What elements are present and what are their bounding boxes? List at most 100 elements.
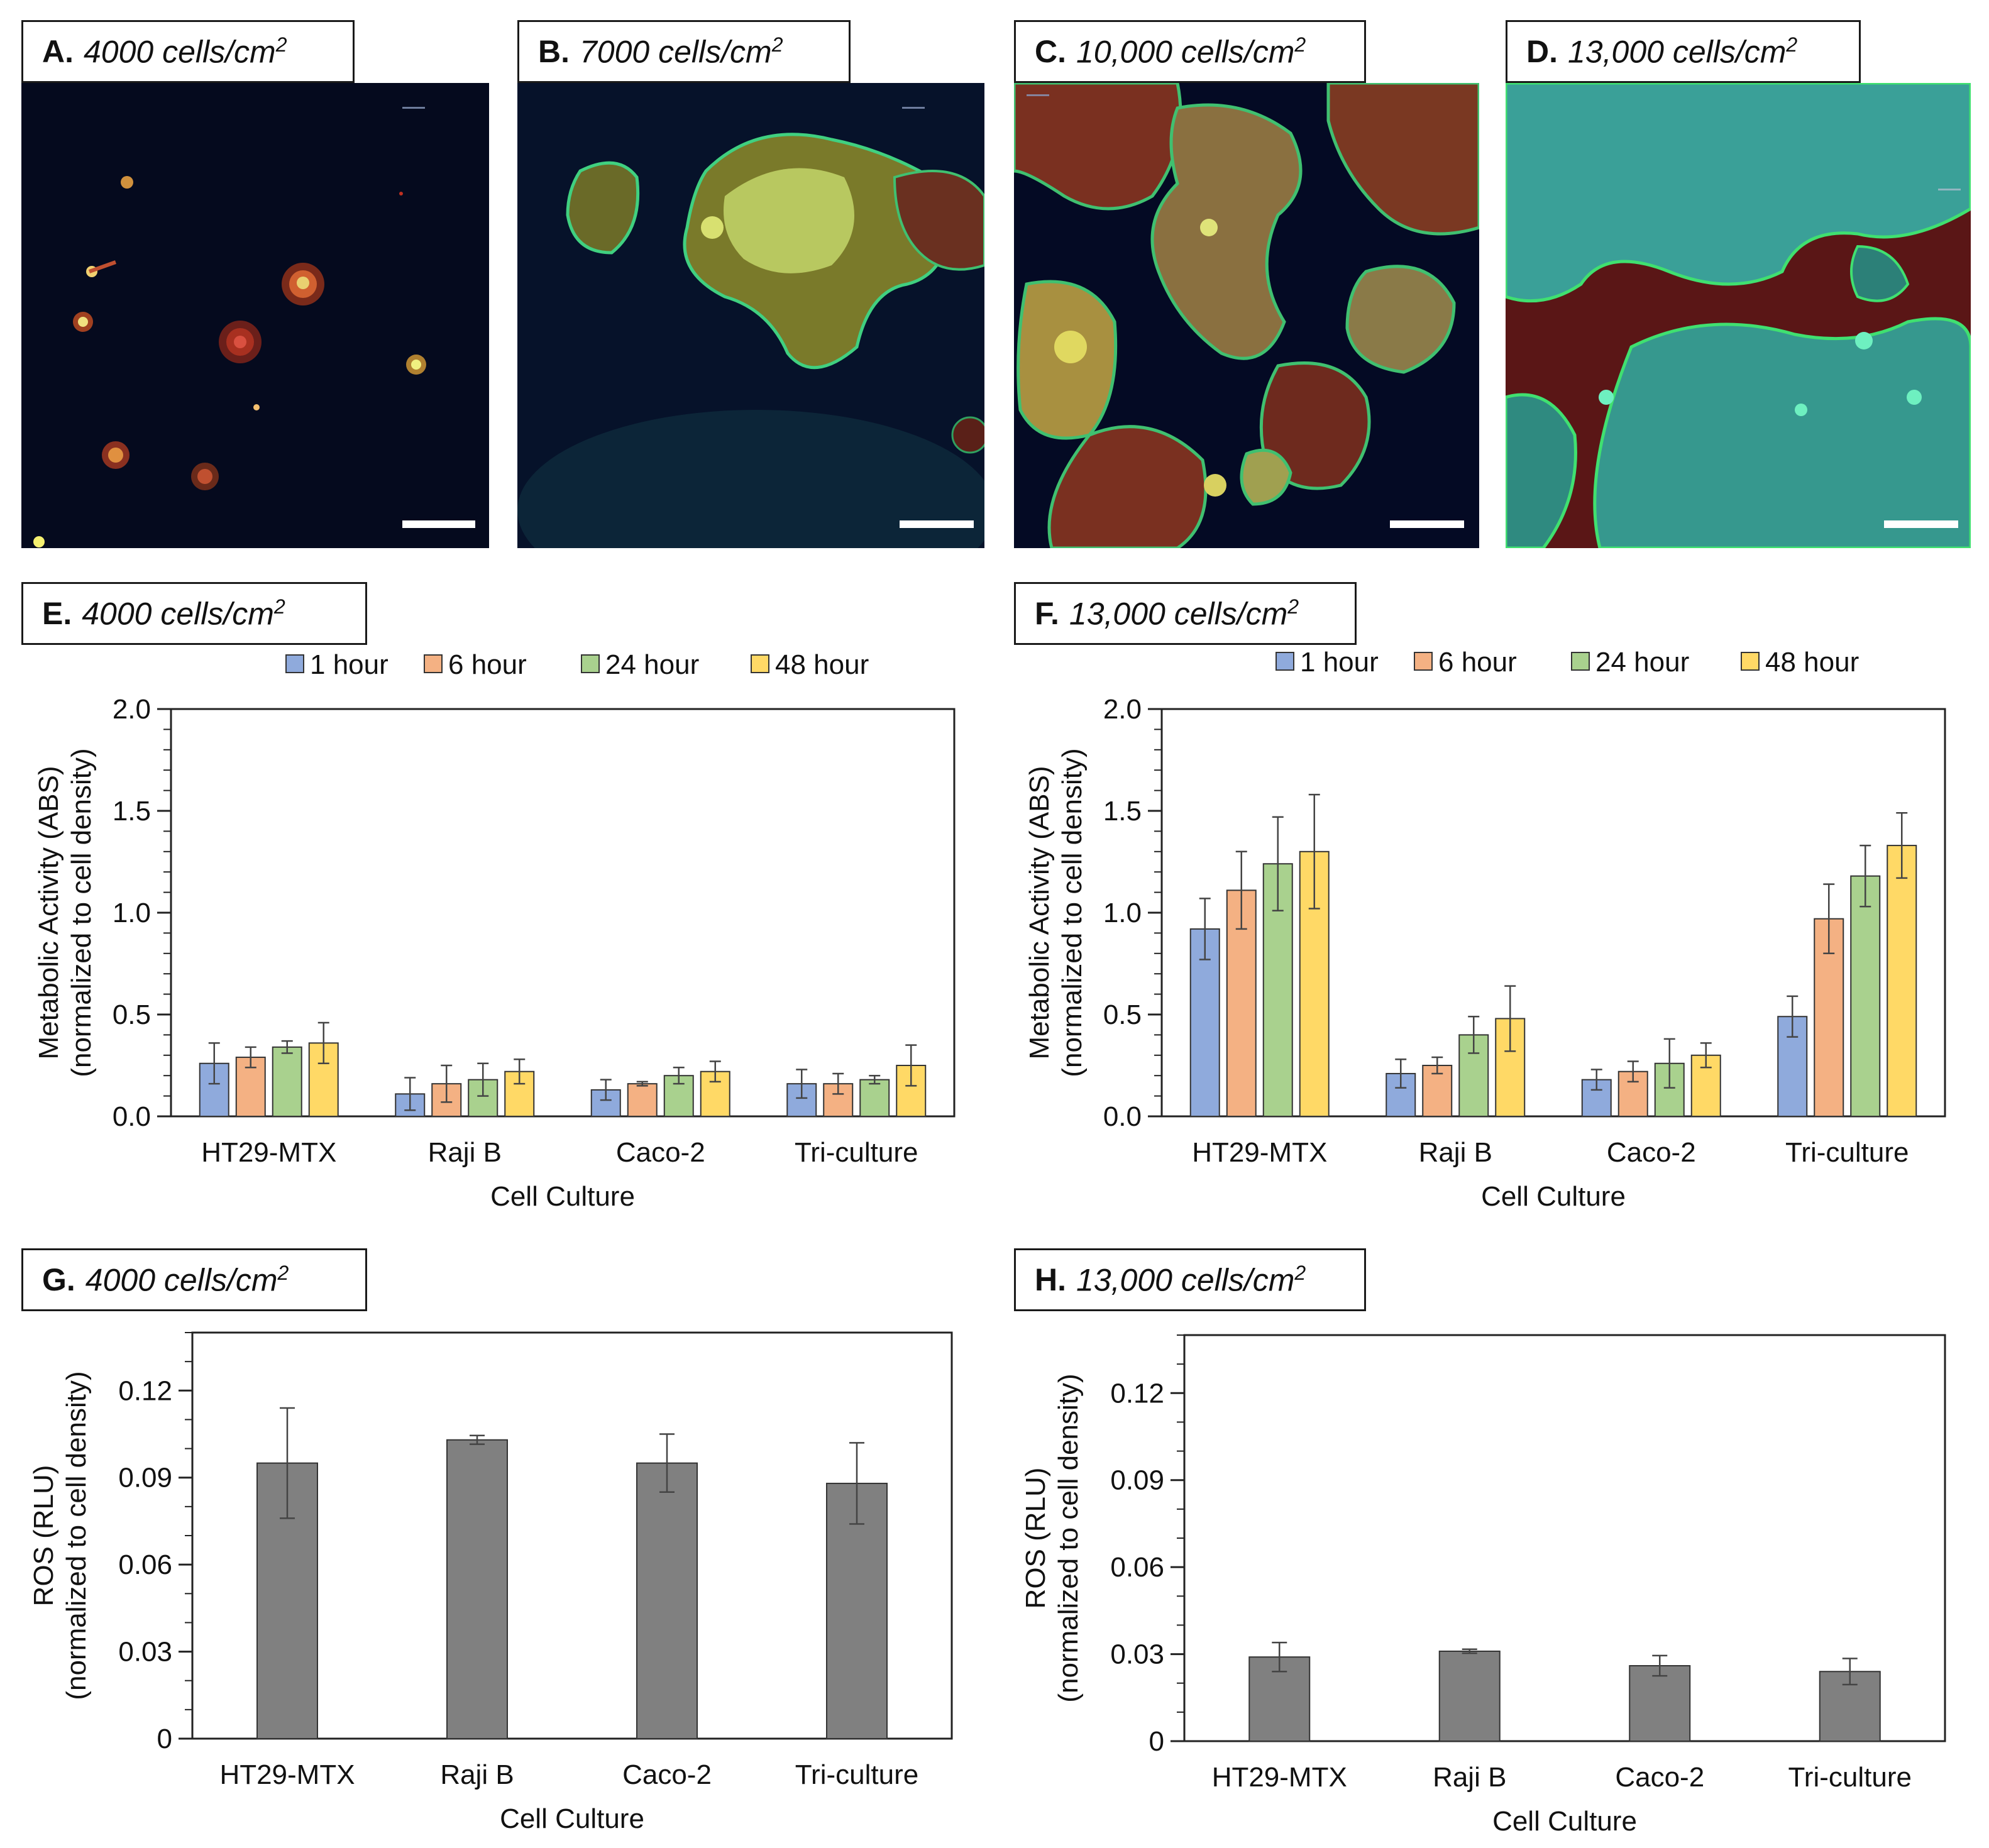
density-text: 13,000 cells/cm xyxy=(1076,1262,1295,1298)
y-tick-label: 0.06 xyxy=(1110,1552,1164,1583)
density-text: 10,000 cells/cm xyxy=(1076,34,1295,70)
panel-letter: E. xyxy=(42,596,72,631)
panel-letter: F. xyxy=(1035,596,1059,631)
panel-density: 4000 cells/cm2 xyxy=(84,33,287,70)
y-axis-label: ROS (RLU)(normalized to cell density) xyxy=(1020,1373,1084,1702)
panel-letter: A. xyxy=(42,34,74,69)
panel-letter: H. xyxy=(1035,1262,1066,1297)
y-tick-label: 0.06 xyxy=(118,1549,172,1580)
y-axis-label-line: (normalized to cell density) xyxy=(1053,1373,1084,1702)
x-tick-label: Tri-culture xyxy=(795,1759,918,1790)
legend-label: 24 hour xyxy=(1595,647,1689,678)
y-tick-label: 1.0 xyxy=(1103,898,1142,928)
bar xyxy=(636,1462,698,1739)
y-tick-label: 1.5 xyxy=(113,796,151,827)
y-axis-label: Metabolic Activity (ABS)(normalized to c… xyxy=(1024,748,1088,1077)
micrograph-d-image xyxy=(1506,83,1971,548)
legend-swatch xyxy=(751,654,769,673)
bar xyxy=(1850,875,1881,1118)
x-axis-label: Cell Culture xyxy=(500,1803,644,1834)
legend-swatch xyxy=(285,654,304,673)
legend-label: 1 hour xyxy=(310,649,388,680)
density-exponent: 2 xyxy=(1786,33,1798,56)
y-tick-label: 2.0 xyxy=(1103,694,1142,725)
x-tick-label: HT29-MTX xyxy=(219,1759,355,1790)
density-text: 4000 cells/cm xyxy=(84,34,276,70)
chart-e: 0.0 0.5 1.0 1.5 2.0 Metabolic Activity (ABS)(… xyxy=(33,649,956,1212)
x-tick-label: Caco-2 xyxy=(1607,1137,1696,1168)
bar xyxy=(1819,1671,1881,1742)
x-axis-label: Cell Culture xyxy=(490,1181,635,1212)
panel-letter: B. xyxy=(538,34,570,69)
panel-density: 13,000 cells/cm2 xyxy=(1076,1262,1306,1299)
bar xyxy=(627,1083,658,1118)
panel-density: 10,000 cells/cm2 xyxy=(1076,33,1306,70)
micrograph-a-image xyxy=(21,83,489,548)
legend-swatch xyxy=(1414,652,1433,671)
legend-swatch xyxy=(424,654,443,673)
density-text: 13,000 cells/cm xyxy=(1568,34,1787,70)
legend-label: 24 hour xyxy=(605,649,699,680)
density-exponent: 2 xyxy=(275,33,287,56)
x-tick-label: Raji B xyxy=(1419,1137,1492,1168)
micrograph-a xyxy=(21,83,489,548)
density-text: 13,000 cells/cm xyxy=(1069,596,1288,632)
x-tick-label: HT29-MTX xyxy=(1212,1762,1347,1793)
panel-density: 4000 cells/cm2 xyxy=(82,595,285,632)
chart-g: 0 0.03 0.06 0.09 0.12 ROS (RLU)(normalized to… xyxy=(28,1331,953,1834)
x-tick-label: Raji B xyxy=(428,1137,502,1168)
x-tick-label: Tri-culture xyxy=(1788,1762,1912,1793)
panel-label-e: E. 4000 cells/cm2 xyxy=(21,582,367,645)
x-tick-label: Caco-2 xyxy=(1615,1762,1704,1793)
legend-swatch xyxy=(581,654,600,673)
y-axis-label-line: ROS (RLU) xyxy=(28,1465,59,1607)
panel-label-a: A. 4000 cells/cm2 xyxy=(21,20,355,83)
panel-label-c: C. 10,000 cells/cm2 xyxy=(1014,20,1366,83)
y-axis-label-line: Metabolic Activity (ABS) xyxy=(1024,766,1055,1059)
y-tick-label: 0.12 xyxy=(1110,1378,1164,1409)
density-exponent: 2 xyxy=(771,33,783,56)
bar xyxy=(1438,1650,1501,1742)
density-exponent: 2 xyxy=(277,1261,289,1284)
panel-density: 13,000 cells/cm2 xyxy=(1069,595,1299,632)
y-tick-label: 0.5 xyxy=(113,999,151,1030)
bar xyxy=(1887,845,1917,1117)
bar xyxy=(1495,1018,1526,1117)
density-text: 7000 cells/cm xyxy=(580,34,772,70)
y-tick-label: 0.0 xyxy=(113,1101,151,1132)
bar xyxy=(859,1079,890,1118)
x-tick-label: Raji B xyxy=(1433,1762,1506,1793)
panel-label-h: H. 13,000 cells/cm2 xyxy=(1014,1248,1366,1311)
density-text: 4000 cells/cm xyxy=(82,596,274,632)
legend-swatch xyxy=(1571,652,1590,671)
y-axis-label-line: Metabolic Activity (ABS) xyxy=(33,766,64,1059)
panel-letter: C. xyxy=(1035,34,1066,69)
bar xyxy=(468,1079,499,1118)
bar xyxy=(1629,1665,1691,1742)
panel-letter: D. xyxy=(1526,34,1558,69)
y-tick-label: 0.09 xyxy=(1110,1465,1164,1496)
legend-label: 6 hour xyxy=(1438,647,1517,678)
y-axis-label-line: (normalized to cell density) xyxy=(66,748,97,1077)
y-axis-label: Metabolic Activity (ABS)(normalized to c… xyxy=(33,748,97,1077)
y-axis-label-line: (normalized to cell density) xyxy=(61,1371,92,1700)
x-tick-label: Tri-culture xyxy=(795,1137,918,1168)
x-axis-label: Cell Culture xyxy=(1481,1181,1626,1212)
y-axis-label-line: ROS (RLU) xyxy=(1020,1468,1051,1609)
x-tick-label: Caco-2 xyxy=(622,1759,712,1790)
y-tick-label: 0 xyxy=(1149,1726,1164,1757)
micrograph-c-image xyxy=(1014,83,1479,548)
bar xyxy=(272,1046,302,1117)
y-tick-label: 0.03 xyxy=(118,1637,172,1668)
panel-label-g: G. 4000 cells/cm2 xyxy=(21,1248,367,1311)
density-text: 4000 cells/cm xyxy=(85,1262,278,1298)
micrograph-b xyxy=(517,83,984,548)
chart-h: 0 0.03 0.06 0.09 0.12 ROS (RLU)(normalized to… xyxy=(1020,1334,1946,1837)
x-tick-label: HT29-MTX xyxy=(201,1137,336,1168)
x-axis-label: Cell Culture xyxy=(1492,1806,1637,1837)
density-exponent: 2 xyxy=(1287,595,1299,618)
panel-letter: G. xyxy=(42,1262,75,1297)
bar xyxy=(1690,1054,1721,1118)
legend-label: 6 hour xyxy=(448,649,527,680)
density-exponent: 2 xyxy=(273,595,285,618)
